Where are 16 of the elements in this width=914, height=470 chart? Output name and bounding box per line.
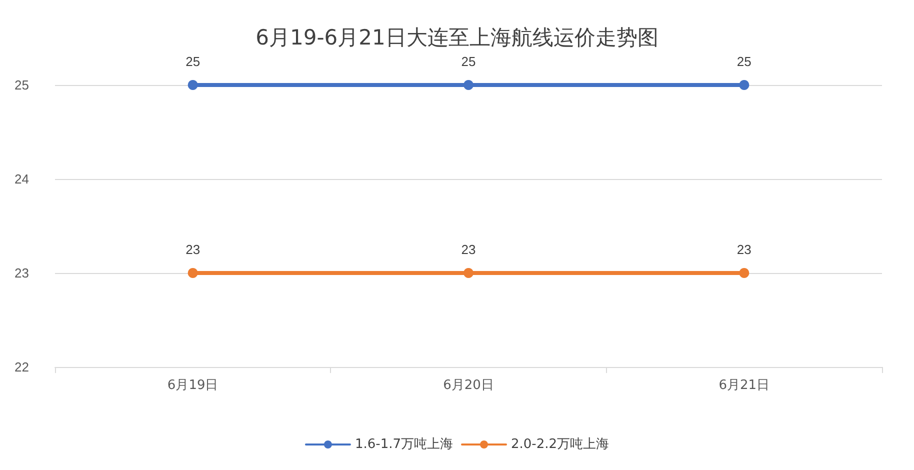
- data-label: 25: [186, 54, 200, 69]
- x-tick-label: 6月19日: [167, 378, 218, 393]
- y-tick-label: 24: [14, 172, 29, 186]
- data-label: 25: [736, 54, 752, 69]
- x-tick-label: 6月20日: [443, 378, 494, 393]
- legend-label: 1.6-1.7万吨上海: [354, 437, 454, 452]
- data-label: 23: [461, 242, 476, 257]
- y-tick-label: 22: [14, 360, 29, 374]
- legend-label: 2.0-2.2万吨上海: [511, 437, 610, 452]
- data-label: 25: [461, 54, 476, 69]
- data-label: 23: [186, 242, 200, 257]
- chart-title: 6月19-6月21日大连至上海航线运价走势图: [256, 26, 658, 50]
- x-tick-label: 6月21日: [718, 378, 770, 393]
- data-label: 23: [736, 242, 752, 257]
- y-tick-label: 25: [14, 78, 29, 92]
- y-tick-label: 23: [14, 266, 29, 280]
